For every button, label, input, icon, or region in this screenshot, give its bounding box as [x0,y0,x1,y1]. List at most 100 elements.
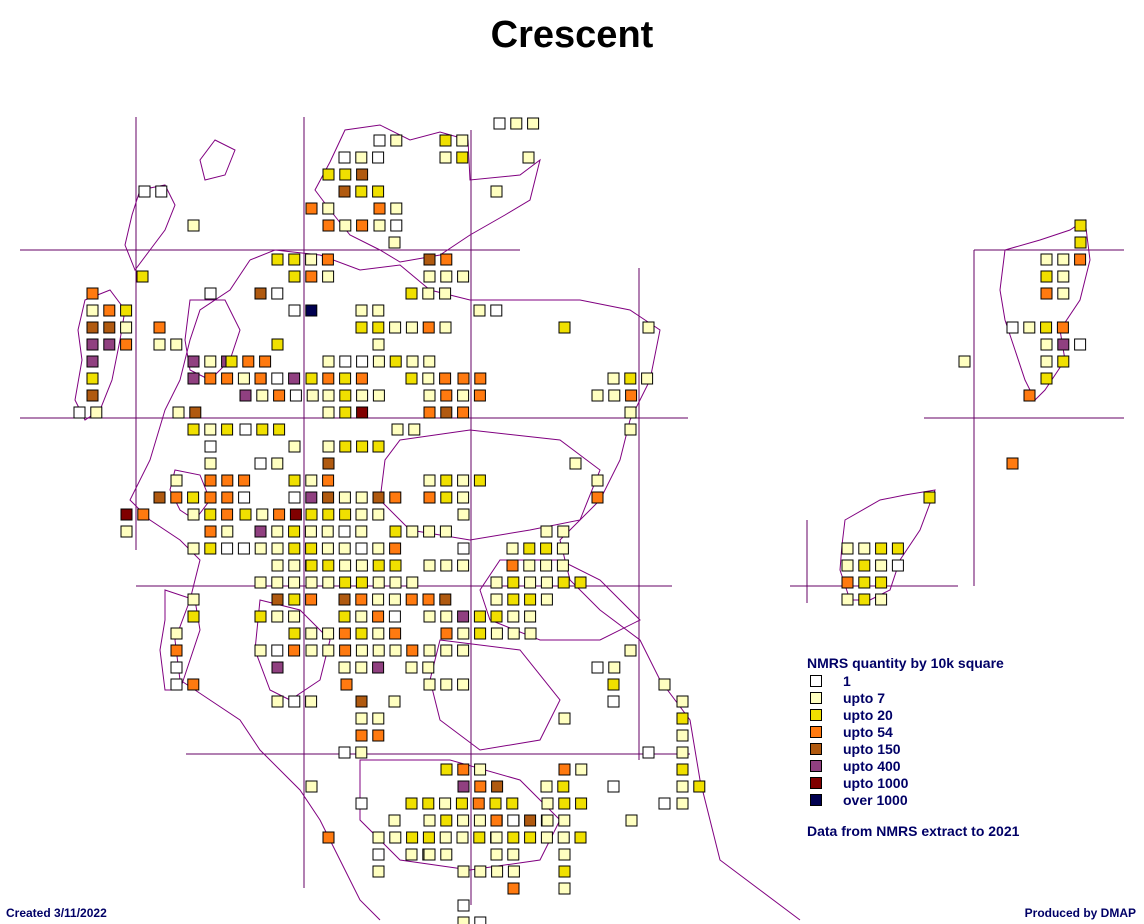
grid-square-marker [474,780,487,793]
grid-square-marker [1040,338,1053,351]
legend-swatch [810,725,822,738]
grid-square-marker [423,525,436,538]
grid-square-marker [271,372,284,385]
grid-square-marker [372,304,385,317]
grid-square-marker [239,423,252,436]
grid-square-marker [305,559,318,572]
grid-square-marker [304,525,317,538]
grid-square-marker [540,525,553,538]
grid-square-marker [271,287,284,300]
grid-square-marker [221,372,234,385]
grid-square-marker [204,372,217,385]
grid-square-marker [642,746,655,759]
grid-square-marker [474,372,487,385]
grid-square-marker [624,372,637,385]
grid-square-marker [170,661,183,674]
grid-square-marker [388,814,401,827]
legend-item: over 1000 [807,791,1004,808]
legend-swatch [810,691,822,704]
grid-square-marker [524,831,537,844]
grid-square-marker [373,219,386,232]
grid-square-marker [356,406,369,419]
grid-square-marker [493,117,506,130]
grid-square-marker [456,831,469,844]
grid-square-marker [1006,321,1019,334]
grid-square-marker [289,389,302,402]
grid-square-marker [372,338,385,351]
grid-square-marker [305,780,318,793]
grid-square-marker [423,491,436,504]
grid-square-marker [491,780,504,793]
grid-square-marker [558,814,571,827]
legend-swatch [810,776,822,789]
grid-square-marker [322,270,335,283]
grid-square-marker [891,559,904,572]
grid-square-marker [1040,321,1053,334]
grid-square-marker [507,627,520,640]
grid-square-marker [524,814,537,827]
grid-square-marker [1057,253,1070,266]
grid-square-marker [474,627,487,640]
grid-square-marker [322,474,335,487]
grid-square-marker [120,508,133,521]
grid-square-marker [355,695,368,708]
grid-square-marker [321,253,334,266]
grid-square-marker [858,542,871,555]
grid-square-marker [388,610,401,623]
grid-square-marker [225,355,238,368]
grid-square-marker [591,661,604,674]
grid-square-marker [322,644,335,657]
grid-square-marker [676,712,689,725]
grid-square-marker [556,559,569,572]
grid-square-marker [355,559,368,572]
grid-square-marker [305,202,318,215]
grid-square-marker [339,576,352,589]
grid-square-marker [187,491,200,504]
grid-square-marker [457,508,470,521]
grid-square-marker [355,576,368,589]
grid-square-marker [541,797,554,810]
grid-square-marker [423,389,436,402]
grid-square-marker [510,117,523,130]
grid-square-marker [305,372,318,385]
grid-square-marker [473,474,486,487]
grid-square-marker [506,542,519,555]
grid-square-marker [676,780,689,793]
grid-square-marker [306,389,319,402]
grid-square-marker [322,440,335,453]
grid-square-marker [405,848,418,861]
grid-square-marker [858,576,871,589]
grid-square-marker [338,525,351,538]
grid-square-marker [355,508,368,521]
grid-square-marker [372,644,385,657]
grid-square-marker [389,559,402,572]
grid-square-marker [676,695,689,708]
grid-square-marker [439,287,452,300]
grid-square-marker [440,389,453,402]
grid-square-marker [524,610,537,623]
grid-square-marker [273,389,286,402]
grid-square-marker [507,865,520,878]
grid-square-marker [642,321,655,334]
grid-square-marker [490,627,503,640]
grid-square-marker [254,542,267,555]
grid-square-marker [423,678,436,691]
grid-square-marker [339,644,352,657]
legend-swatch [810,674,822,687]
grid-square-marker [472,797,485,810]
grid-square-marker [187,355,200,368]
grid-square-marker [338,185,351,198]
grid-square-marker [271,593,284,606]
grid-lines [20,117,1124,905]
grid-square-marker [491,865,504,878]
grid-square-marker [204,491,217,504]
grid-square-marker [372,508,385,521]
grid-square-marker [120,304,133,317]
grid-square-marker [90,406,103,419]
grid-square-marker [355,372,368,385]
grid-square-marker [372,576,385,589]
grid-square-marker [288,304,301,317]
grid-square-marker [1057,270,1070,283]
grid-square-marker [1023,321,1036,334]
grid-square-marker [423,406,436,419]
